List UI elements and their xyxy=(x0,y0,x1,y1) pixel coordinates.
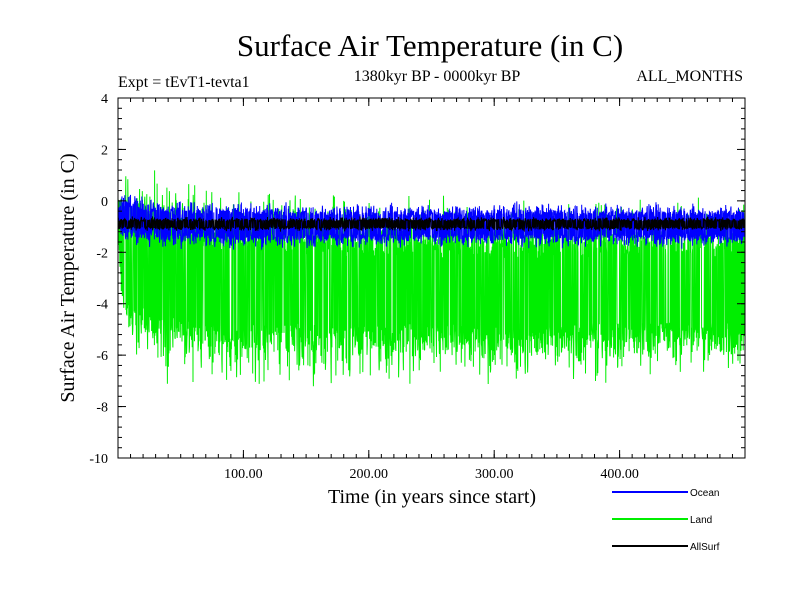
chart-subtitle-left: Expt = tEvT1-tevta1 xyxy=(118,74,250,91)
y-tick-label: 0 xyxy=(101,195,108,210)
x-tick-label: 200.00 xyxy=(350,467,389,482)
legend-label-ocean: Ocean xyxy=(690,488,719,499)
y-tick-label: -8 xyxy=(96,401,108,416)
series-allsurf-line xyxy=(117,216,746,233)
y-tick-label: -6 xyxy=(96,349,108,364)
chart-subtitle-center: 1380kyr BP - 0000kyr BP xyxy=(354,68,521,85)
x-tick-label: 100.00 xyxy=(224,467,263,482)
x-tick-label: 400.00 xyxy=(600,467,639,482)
series-ocean-line xyxy=(117,194,746,250)
series-land-line xyxy=(117,170,746,387)
axes: -10 -8 -6 -4 -2 0 2 4 100.00 200.00 300.00 400.00 xyxy=(89,92,746,482)
legend-label-allsurf: AllSurf xyxy=(690,542,720,553)
x-axis-label: Time (in years since start) xyxy=(328,486,536,508)
legend-label-land: Land xyxy=(690,515,712,526)
y-axis-label: Surface Air Temperature (in C) xyxy=(57,153,79,402)
chart-title: Surface Air Temperature (in C) xyxy=(237,28,623,63)
y-tick-label: -4 xyxy=(96,298,108,313)
y-tick-label: 2 xyxy=(101,143,108,158)
y-tick-label: -2 xyxy=(96,246,108,261)
chart-subtitle-right: ALL_MONTHS xyxy=(636,68,743,85)
legend: Ocean Land AllSurf xyxy=(612,488,720,553)
y-tick-label: 4 xyxy=(101,92,108,107)
x-tick-label: 300.00 xyxy=(475,467,514,482)
plot-area xyxy=(117,170,746,387)
y-tick-label: -10 xyxy=(89,452,108,467)
